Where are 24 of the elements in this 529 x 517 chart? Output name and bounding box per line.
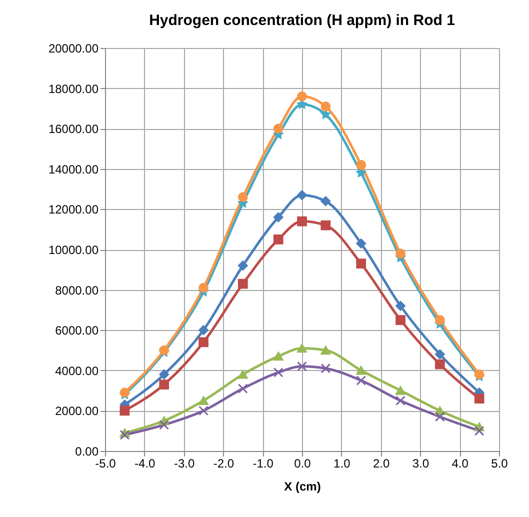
y-tick-label: 4000.00	[55, 364, 99, 378]
y-tick-label: 16000.00	[48, 122, 99, 136]
x-tick-label: 4.0	[452, 456, 469, 470]
x-tick-label: -5.0	[95, 456, 116, 470]
y-tick-label: 18000.00	[48, 82, 99, 96]
x-tick-label: 2.0	[372, 456, 390, 470]
y-tick-label: 0.00	[75, 444, 99, 458]
y-tick-label: 12000.00	[48, 202, 99, 217]
y-tick-label: 6000.00	[55, 324, 99, 338]
x-axis-title: X (cm)	[284, 480, 321, 494]
y-tick-label: 8000.00	[55, 283, 99, 298]
x-tick-label: 1.0	[334, 456, 351, 470]
y-tick-label: 2000.00	[55, 404, 99, 418]
chart-title: Hydrogen concentration (H appm) in Rod 1	[149, 12, 455, 29]
x-tick-label: -3.0	[174, 456, 195, 470]
x-tick-label: -2.0	[213, 456, 234, 470]
x-tick-label: -4.0	[134, 456, 156, 470]
y-tick-label: 10000.00	[48, 243, 99, 257]
x-tick-label: 5.0	[491, 456, 508, 470]
y-tick-label: 20000.00	[48, 42, 99, 56]
y-tick-label: 14000.00	[48, 162, 99, 176]
x-tick-label: 0.0	[294, 456, 312, 470]
x-tick-label: 3.0	[412, 456, 430, 470]
x-tick-label: -1.0	[252, 456, 274, 470]
